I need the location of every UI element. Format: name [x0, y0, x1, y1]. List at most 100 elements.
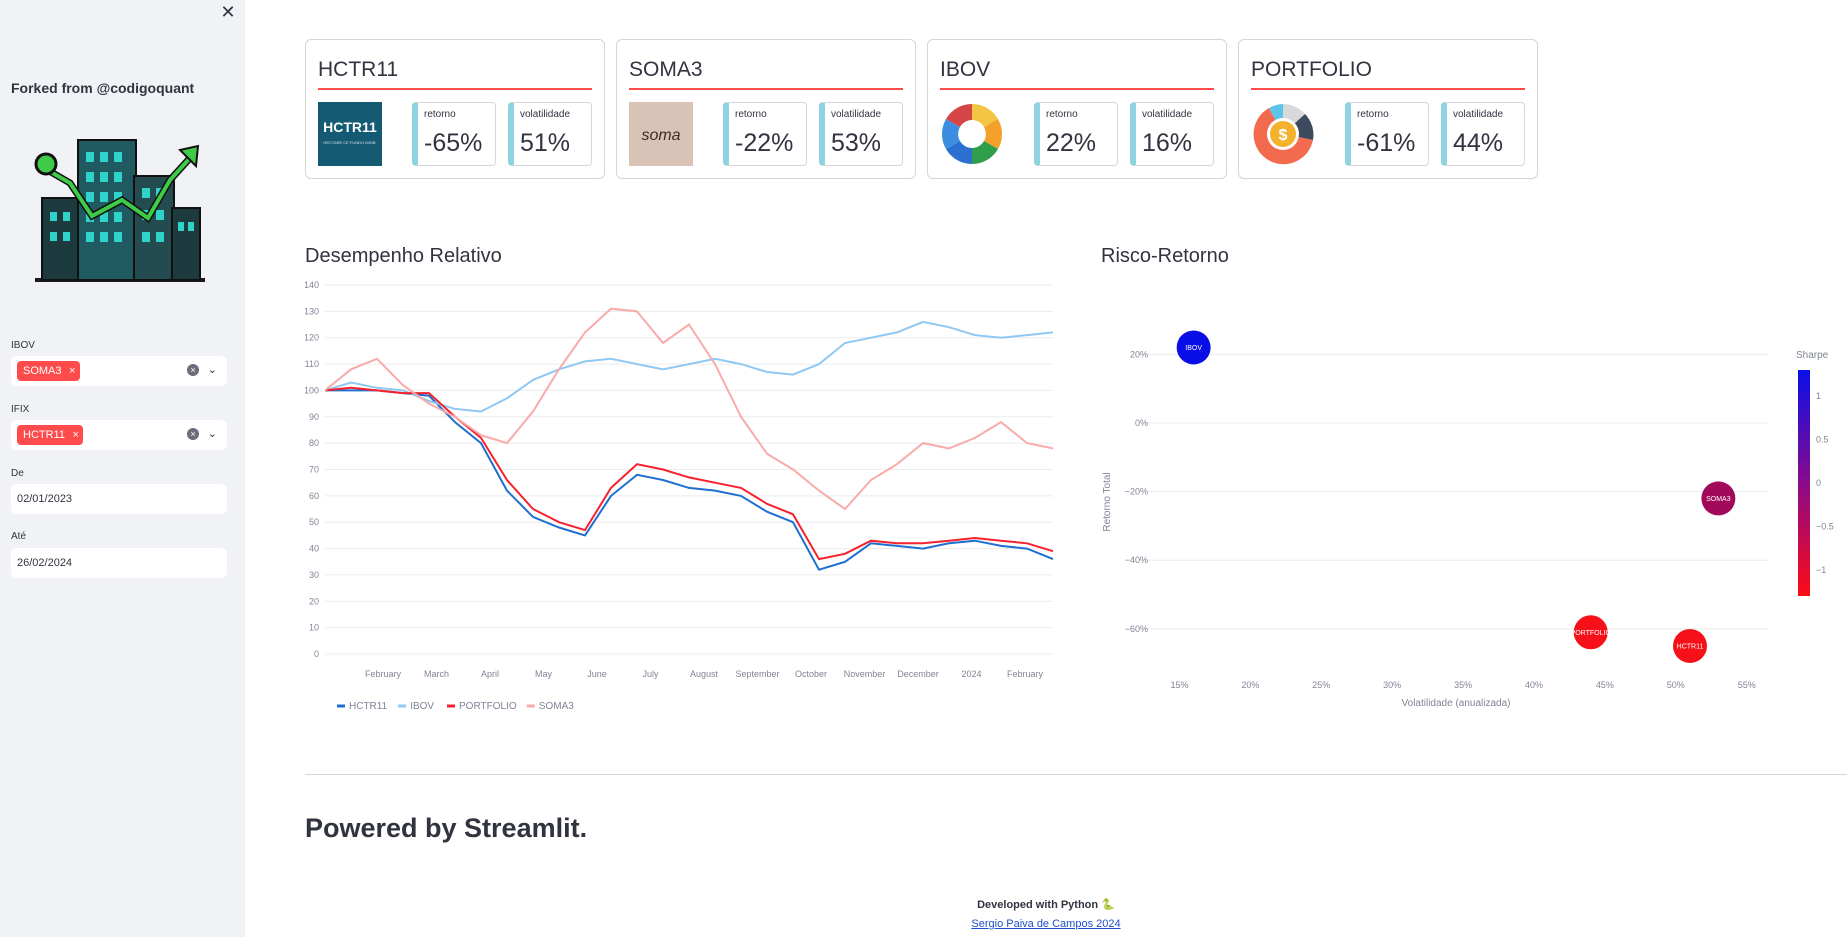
building-chart-logo: [34, 139, 205, 282]
ibov-multiselect[interactable]: SOMA3 × × ⌄: [11, 356, 227, 386]
chevron-down-icon[interactable]: ⌄: [207, 428, 217, 440]
x-tick-label: 35%: [1454, 680, 1472, 690]
ifix-multiselect[interactable]: HCTR11 × × ⌄: [11, 420, 227, 450]
volatilidade-metric: volatilidade 16%: [1130, 102, 1214, 166]
clear-icon[interactable]: ×: [187, 364, 199, 376]
y-tick-label: 60: [309, 491, 319, 501]
y-tick-label: 90: [309, 412, 319, 422]
risk-return-chart[interactable]: 20% 0% −20% −40% −60% 15% 20% 25% 30% 35% 40% 45% 50…: [1096, 280, 1847, 720]
hctr11-logo: HCTR11 HECTARE CE FUNDO IMOB.: [318, 102, 382, 166]
metric-label: retorno: [1357, 109, 1389, 120]
x-tick-label: 25%: [1312, 680, 1330, 690]
y-tick-label: 0: [314, 649, 319, 659]
desempenho-title: Desempenho Relativo: [305, 245, 502, 267]
x-tick-label: July: [642, 669, 659, 679]
powered-by-heading: Powered by Streamlit.: [305, 813, 588, 843]
de-date-input[interactable]: 02/01/2023: [11, 484, 227, 514]
card-title: HCTR11: [318, 58, 399, 81]
author-link[interactable]: Sergio Paiva de Campos 2024: [971, 918, 1121, 930]
x-tick-label: 50%: [1667, 680, 1685, 690]
series-line-hctr11: [325, 389, 1054, 571]
series-line-ibov: [324, 320, 1054, 413]
svg-text:$: $: [1279, 127, 1288, 144]
metric-value: -22%: [735, 129, 794, 157]
legend-entry: IBOV: [410, 701, 434, 712]
metric-value: 22%: [1046, 129, 1097, 157]
sidebar: ✕ Forked from @codigoquant IBOV SOMA3 × ×: [0, 0, 245, 937]
metric-label: volatilidade: [520, 109, 571, 120]
chip-remove-icon[interactable]: ×: [69, 365, 76, 377]
hctr11-chip[interactable]: HCTR11 ×: [17, 425, 83, 445]
x-tick-label: May: [535, 669, 553, 679]
y-tick-label: 0%: [1135, 418, 1148, 428]
y-tick-label: 140: [305, 280, 319, 290]
colorbar-tick-label: 0.5: [1816, 435, 1829, 445]
x-tick-label: February: [1007, 669, 1044, 679]
colorbar-tick-label: −1: [1816, 565, 1826, 575]
metric-label: retorno: [424, 109, 456, 120]
soma3-chip[interactable]: SOMA3 ×: [17, 361, 80, 381]
svg-text:HECTARE CE FUNDO IMOB.: HECTARE CE FUNDO IMOB.: [323, 140, 376, 145]
ate-date-input[interactable]: 26/02/2024: [11, 548, 227, 578]
metric-label: volatilidade: [1453, 109, 1504, 120]
colorbar-tick-label: −0.5: [1816, 521, 1834, 531]
clear-icon[interactable]: ×: [187, 428, 199, 440]
y-tick-label: 30: [309, 570, 319, 580]
card-portfolio: PORTFOLIO $ retorno -61% volatilidade 44…: [1238, 39, 1538, 179]
bubble-ibov: [1176, 330, 1211, 365]
metric-label: volatilidade: [831, 109, 882, 120]
retorno-metric: retorno 22%: [1034, 102, 1118, 166]
y-tick-label: −40%: [1125, 555, 1148, 565]
x-tick-label: February: [365, 669, 402, 679]
x-axis-label: Volatilidade (anualizada): [1402, 698, 1511, 709]
card-divider: [629, 88, 903, 90]
x-tick-label: September: [735, 669, 779, 679]
ifix-label: IFIX: [11, 404, 30, 415]
series-line-portfolio: [324, 386, 1054, 561]
bubble-label: IBOV: [1185, 345, 1202, 352]
card-title: IBOV: [940, 58, 991, 81]
chip-remove-icon[interactable]: ×: [72, 429, 79, 441]
bubble-hctr11: [1673, 628, 1707, 663]
legend-entry: HCTR11: [349, 701, 388, 712]
y-tick-label: 20%: [1130, 349, 1148, 359]
x-tick-label: April: [481, 669, 499, 679]
metric-value: -65%: [424, 129, 483, 157]
bubble-soma3: [1701, 481, 1736, 516]
colorbar-tick-label: 0: [1816, 478, 1821, 488]
retorno-metric: retorno -65%: [412, 102, 496, 166]
risco-retorno-title: Risco-Retorno: [1101, 245, 1229, 267]
donut-logo: [941, 103, 1003, 164]
metric-value: 51%: [520, 129, 571, 157]
retorno-metric: retorno -61%: [1345, 102, 1429, 166]
volatilidade-metric: volatilidade 44%: [1441, 102, 1525, 166]
metric-value: -61%: [1357, 129, 1416, 157]
colorbar-title: Sharpe: [1796, 350, 1829, 361]
soma-logo: soma: [629, 102, 693, 166]
chevron-down-icon[interactable]: ⌄: [207, 364, 217, 376]
x-tick-label: 15%: [1170, 680, 1188, 690]
y-tick-label: 120: [305, 333, 319, 343]
svg-text:soma: soma: [641, 127, 680, 144]
svg-text:HCTR11: HCTR11: [323, 119, 377, 135]
divider: [305, 774, 1847, 775]
y-tick-label: −20%: [1125, 487, 1148, 497]
metric-value: 16%: [1142, 129, 1193, 157]
volatilidade-metric: volatilidade 53%: [819, 102, 903, 166]
card-hctr11: HCTR11 HCTR11 HECTARE CE FUNDO IMOB. ret…: [305, 39, 605, 179]
bubble-portfolio: [1573, 615, 1608, 650]
relative-performance-chart[interactable]: 0 10 20 30 40 50 60 70 80 90 100 110 120 130 140 Februa…: [305, 280, 1065, 720]
ate-label: Até: [11, 531, 27, 542]
bubble-label: HCTR11: [1677, 643, 1704, 650]
bubble-label: SOMA3: [1706, 496, 1731, 503]
card-title: PORTFOLIO: [1251, 58, 1372, 81]
metric-value: 53%: [831, 129, 882, 157]
x-tick-label: 55%: [1738, 680, 1756, 690]
card-divider: [1251, 88, 1525, 90]
x-tick-label: June: [587, 669, 607, 679]
close-icon[interactable]: ✕: [220, 2, 236, 22]
y-tick-label: 40: [309, 544, 319, 554]
x-tick-label: December: [897, 669, 939, 679]
metric-value: 44%: [1453, 129, 1504, 157]
card-ibov: IBOV retorno 22% volatilidade 16%: [927, 39, 1227, 179]
